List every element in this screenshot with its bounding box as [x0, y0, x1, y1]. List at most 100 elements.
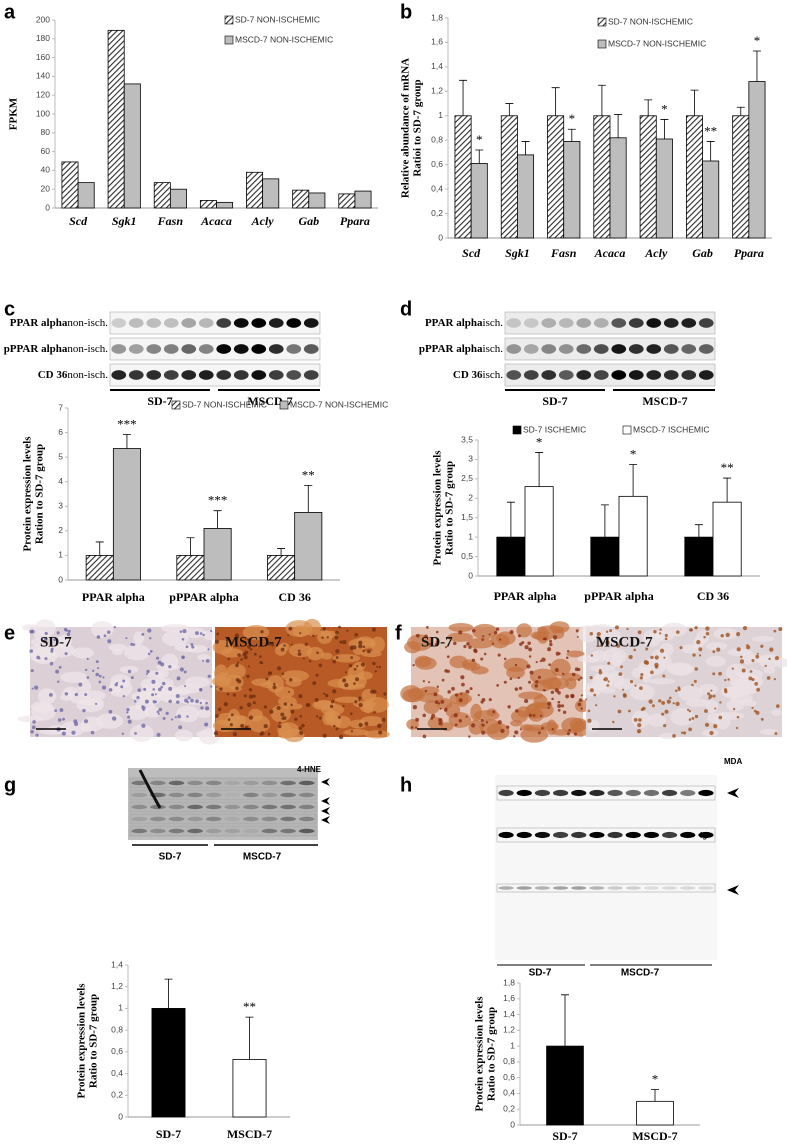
nucleus [378, 665, 382, 669]
blot-band [111, 344, 127, 354]
y-tick-label: 0 [45, 202, 50, 212]
nucleus [654, 655, 659, 660]
nucleus [234, 633, 240, 638]
blot-protein: PPAR alpha [10, 317, 68, 329]
nucleus [693, 679, 697, 683]
x-tick-label: CD 36 [278, 590, 310, 604]
tubule [161, 653, 179, 671]
nucleus [205, 701, 208, 705]
nucleus [126, 711, 129, 714]
nucleus [182, 629, 187, 634]
tubule [332, 654, 361, 663]
tubule [472, 623, 498, 640]
nucleus [555, 651, 560, 656]
error-bar [95, 541, 104, 556]
nucleus [114, 683, 118, 687]
arrowhead [727, 788, 739, 798]
blot-band [680, 789, 696, 797]
blot-band [224, 780, 241, 786]
blot-condition: non-isch. [67, 343, 108, 355]
nucleus [774, 655, 780, 661]
blot-band [303, 344, 319, 354]
nucleus [57, 718, 62, 722]
tubule [590, 664, 616, 672]
nucleus [272, 682, 276, 686]
nucleus [168, 686, 173, 691]
y-tick-label: 6 [58, 427, 63, 437]
error-bar [506, 501, 515, 538]
group-label: SD-7 [529, 968, 552, 979]
significance: ** [302, 467, 315, 482]
panel-letter: a [4, 1, 16, 23]
nucleus [458, 719, 462, 723]
nucleus [509, 630, 514, 635]
tubule [162, 630, 189, 647]
nucleus [535, 661, 538, 664]
tubule [312, 700, 335, 711]
y-tick-label: 0,6 [111, 1046, 123, 1056]
blot-band [251, 370, 267, 380]
nucleus [227, 657, 230, 661]
bar [639, 115, 657, 239]
bar [470, 163, 488, 239]
nucleus [756, 652, 759, 655]
legend-label: SD-7 NON-ISCHEMIC [608, 16, 693, 26]
blot-band [150, 816, 166, 822]
nucleus [177, 714, 182, 719]
nucleus [246, 638, 250, 641]
nucleus [282, 716, 287, 721]
nucleus [290, 709, 295, 714]
tubule [281, 670, 309, 682]
blot-band [516, 789, 532, 797]
bar [308, 192, 326, 209]
blot-band [576, 344, 592, 354]
nucleus [277, 666, 282, 671]
nucleus [184, 698, 188, 703]
y-tick-label: 180 [36, 33, 50, 43]
nucleus [64, 692, 69, 696]
nucleus [370, 689, 375, 694]
nucleus [573, 732, 578, 736]
error-bar [505, 103, 514, 116]
nucleus [710, 689, 713, 692]
nucleus [156, 656, 160, 660]
nucleus [659, 628, 662, 631]
x-tick-label: Gab [692, 246, 713, 260]
nucleus [30, 669, 34, 673]
nucleus [614, 625, 619, 630]
x-tick-label: Scd [462, 246, 481, 260]
nucleus [144, 699, 149, 704]
nucleus [156, 732, 161, 737]
nucleus [640, 673, 644, 677]
x-tick-label: Acly [251, 214, 275, 228]
nucleus [428, 681, 431, 684]
nucleus [503, 680, 507, 684]
nucleus [226, 692, 230, 696]
blot-band [268, 370, 284, 380]
tubule [520, 724, 534, 731]
nucleus [145, 672, 149, 676]
nucleus [101, 685, 107, 690]
nucleus [210, 685, 213, 688]
tubule [129, 724, 154, 742]
nucleus [654, 662, 659, 668]
nucleus [622, 688, 625, 691]
tubule [631, 666, 654, 679]
nucleus [199, 701, 202, 705]
nucleus [739, 659, 745, 664]
nucleus [165, 711, 169, 715]
blot-band [298, 792, 315, 798]
tubule [550, 658, 571, 677]
nucleus [108, 709, 113, 714]
x-tick-label: PPAR alpha [82, 590, 145, 604]
nucleus [769, 647, 774, 652]
nucleus [35, 733, 39, 737]
blot-band [506, 318, 522, 328]
tubule [184, 676, 210, 688]
nucleus [519, 728, 522, 731]
nucleus [130, 676, 134, 680]
blot-band [261, 816, 278, 822]
y-tick-label: 1,4 [503, 1009, 515, 1019]
nucleus [633, 648, 637, 652]
nucleus [199, 632, 203, 635]
